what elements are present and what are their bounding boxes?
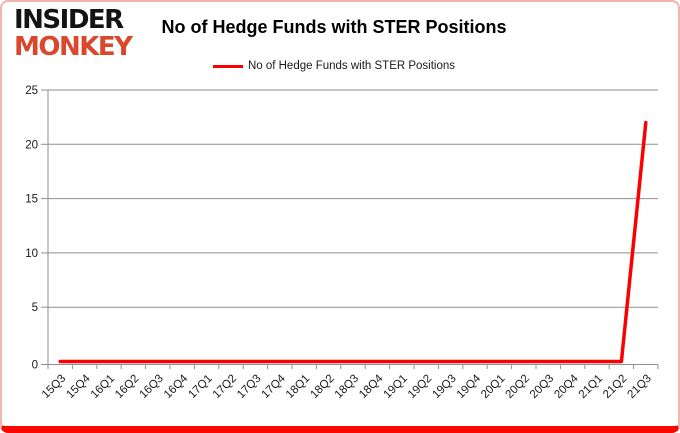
y-tick-label: 20 bbox=[25, 139, 38, 151]
x-tick-label: 21Q2 bbox=[601, 373, 629, 401]
x-tick-label: 21Q1 bbox=[577, 373, 605, 401]
x-tick-label: 19Q1 bbox=[382, 373, 410, 401]
legend-label: No of Hedge Funds with STER Positions bbox=[247, 60, 456, 72]
legend-line-marker bbox=[212, 64, 243, 68]
x-tick-label: 18Q1 bbox=[284, 373, 312, 401]
x-tick-label: 16Q3 bbox=[138, 373, 166, 401]
x-tick-label: 18Q3 bbox=[333, 373, 361, 401]
x-tick-label: 15Q4 bbox=[64, 372, 93, 401]
x-tick-label: 16Q2 bbox=[113, 373, 141, 401]
x-tick-label: 16Q1 bbox=[89, 373, 117, 401]
insider-monkey-logo: INSIDER MONKEY bbox=[14, 5, 133, 62]
x-tick-label: 15Q3 bbox=[40, 373, 68, 401]
legend: No of Hedge Funds with STER Positions bbox=[2, 60, 672, 72]
x-tick-label: 19Q4 bbox=[455, 372, 484, 401]
logo-text-monkey: MONKEY bbox=[14, 32, 133, 62]
x-tick-label: 21Q3 bbox=[626, 373, 654, 401]
series-line bbox=[58, 120, 648, 364]
y-tick-label: 15 bbox=[25, 194, 38, 206]
x-tick-label: 20Q2 bbox=[504, 373, 532, 401]
y-tick-label: 25 bbox=[25, 85, 38, 97]
x-tick-label: 17Q3 bbox=[235, 373, 263, 401]
x-tick-label: 17Q2 bbox=[211, 373, 239, 401]
y-tick-label: 5 bbox=[32, 302, 38, 314]
y-tick-label: 0 bbox=[32, 360, 38, 372]
x-tick-label: 16Q4 bbox=[162, 372, 191, 401]
y-tick-label: 10 bbox=[25, 248, 38, 260]
x-tick-label: 19Q3 bbox=[430, 373, 458, 401]
x-tick-label: 17Q4 bbox=[260, 372, 289, 401]
chart-title: No of Hedge Funds with STER Positions bbox=[161, 17, 507, 37]
x-tick-label: 19Q2 bbox=[406, 373, 434, 401]
x-tick-label: 20Q4 bbox=[552, 372, 581, 401]
x-tick-label: 18Q2 bbox=[308, 373, 336, 401]
x-tick-label: 20Q1 bbox=[479, 373, 507, 401]
x-tick-label: 17Q1 bbox=[186, 373, 214, 401]
logo-text-insider: INSIDER bbox=[14, 5, 124, 35]
x-tick-label: 18Q4 bbox=[357, 372, 386, 401]
x-tick-label: 20Q3 bbox=[528, 373, 556, 401]
